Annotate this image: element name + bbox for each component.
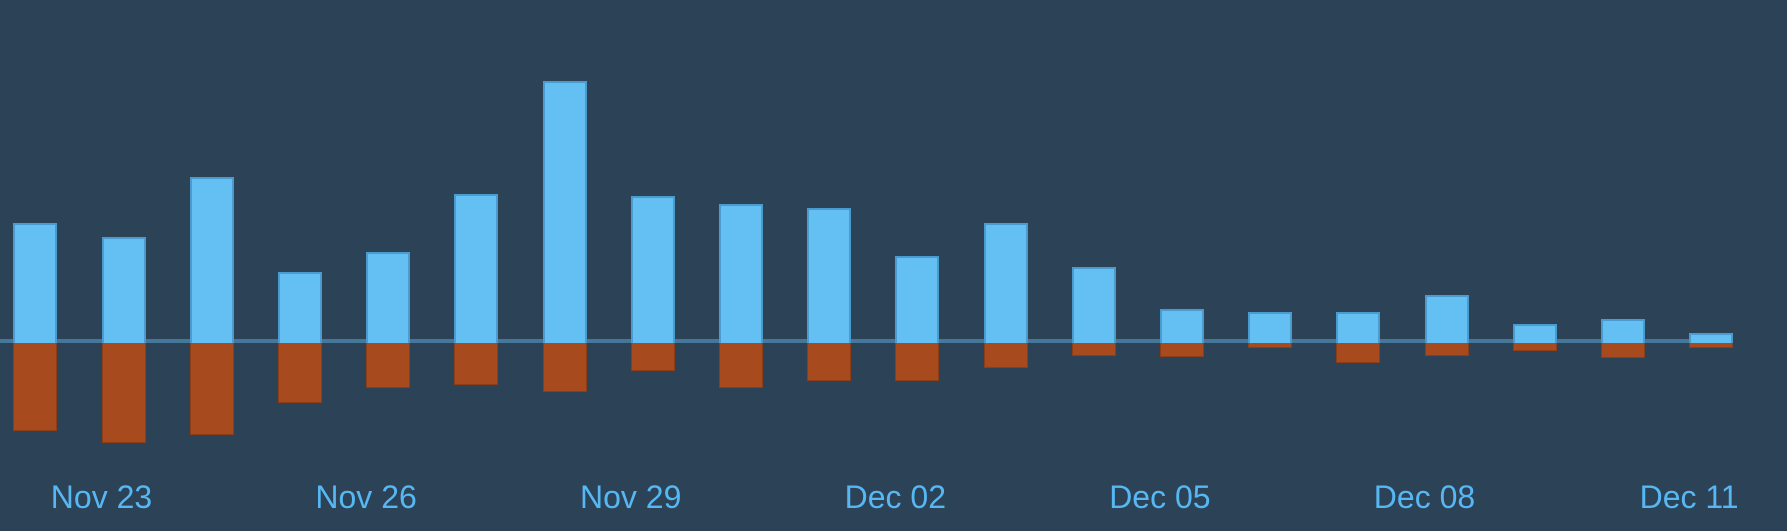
bar-up-nov-25[interactable] bbox=[277, 272, 322, 343]
bar-down-nov-27[interactable] bbox=[454, 343, 499, 385]
bar-up-dec-09[interactable] bbox=[1512, 324, 1557, 343]
x-tick-label-nov-29: Nov 29 bbox=[579, 479, 682, 515]
x-tick-label-dec-05: Dec 05 bbox=[1109, 479, 1211, 515]
bar-down-nov-29[interactable] bbox=[630, 343, 675, 371]
bar-up-nov-24[interactable] bbox=[189, 177, 234, 343]
bar-down-dec-01[interactable] bbox=[807, 343, 852, 381]
bar-up-nov-29[interactable] bbox=[630, 196, 675, 343]
bar-up-dec-02[interactable] bbox=[895, 256, 940, 343]
bar-up-dec-06[interactable] bbox=[1248, 312, 1293, 343]
bar-down-dec-04[interactable] bbox=[1071, 343, 1116, 356]
bar-down-nov-28[interactable] bbox=[542, 343, 587, 392]
bar-down-nov-26[interactable] bbox=[366, 343, 411, 388]
x-tick-label-dec-02: Dec 02 bbox=[844, 479, 946, 515]
x-tick-label-dec-08: Dec 08 bbox=[1373, 479, 1476, 515]
bar-up-nov-28[interactable] bbox=[542, 81, 587, 343]
baseline-axis-line bbox=[0, 339, 1733, 343]
bar-up-dec-11[interactable] bbox=[1689, 333, 1734, 343]
bar-up-dec-05[interactable] bbox=[1159, 309, 1204, 343]
bar-down-nov-24[interactable] bbox=[189, 343, 234, 435]
bar-up-nov-30[interactable] bbox=[718, 204, 763, 343]
bar-down-nov-30[interactable] bbox=[718, 343, 763, 388]
bar-down-dec-09[interactable] bbox=[1512, 343, 1557, 351]
bar-up-nov-27[interactable] bbox=[454, 194, 499, 343]
x-tick-label-nov-23: Nov 23 bbox=[50, 479, 153, 515]
x-tick-label-dec-11: Dec 11 bbox=[1639, 479, 1739, 515]
bar-up-dec-03[interactable] bbox=[983, 223, 1028, 343]
x-tick-label-nov-26: Nov 26 bbox=[315, 479, 417, 515]
bar-up-dec-10[interactable] bbox=[1600, 319, 1645, 343]
bar-down-dec-06[interactable] bbox=[1248, 343, 1293, 348]
bar-up-dec-01[interactable] bbox=[807, 208, 852, 343]
bar-down-dec-10[interactable] bbox=[1600, 343, 1645, 358]
bar-up-nov-26[interactable] bbox=[366, 252, 411, 343]
bar-down-nov-25[interactable] bbox=[277, 343, 322, 403]
bar-down-nov-23[interactable] bbox=[101, 343, 146, 443]
bar-up-dec-04[interactable] bbox=[1071, 267, 1116, 343]
bar-up-nov-23[interactable] bbox=[101, 237, 146, 343]
bar-down-dec-07[interactable] bbox=[1336, 343, 1381, 363]
bar-down-nov-22[interactable] bbox=[13, 343, 58, 431]
bar-down-dec-05[interactable] bbox=[1159, 343, 1204, 357]
bar-down-dec-08[interactable] bbox=[1424, 343, 1469, 356]
bar-down-dec-11[interactable] bbox=[1689, 343, 1734, 348]
bar-down-dec-03[interactable] bbox=[983, 343, 1028, 368]
bar-up-dec-08[interactable] bbox=[1424, 295, 1469, 343]
bar-up-dec-07[interactable] bbox=[1336, 312, 1381, 343]
bar-down-dec-02[interactable] bbox=[895, 343, 940, 381]
bar-up-nov-22[interactable] bbox=[13, 223, 58, 343]
